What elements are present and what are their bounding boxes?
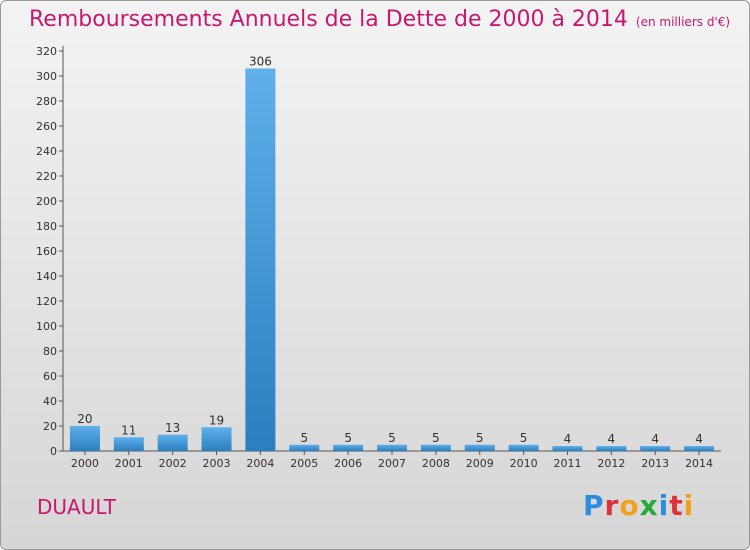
bar [289, 444, 320, 451]
y-tick-label: 160 [36, 245, 57, 258]
bar-value-label: 4 [608, 432, 616, 446]
bar [113, 437, 144, 451]
y-tick-label: 300 [36, 70, 57, 83]
bars: 20 11 13 19 306 5 5 5 5 5 5 4 4 4 4 [69, 55, 715, 451]
bar [420, 444, 451, 451]
chart-title-text: Remboursements Annuels de la Dette de 20… [29, 7, 628, 32]
y-tick-label: 0 [50, 445, 57, 458]
x-tick-label: 2008 [422, 457, 450, 470]
bar-value-label: 4 [695, 432, 703, 446]
x-tick-label: 2003 [203, 457, 231, 470]
bar-value-label: 20 [77, 412, 92, 426]
bar [157, 434, 188, 451]
x-tick-label: 2004 [246, 457, 274, 470]
axes: 0204060801001201401601802002202402602803… [36, 45, 721, 470]
proxiti-logo[interactable]: Proxiti [583, 489, 695, 522]
x-tick-label: 2010 [510, 457, 538, 470]
x-tick-label: 2000 [71, 457, 99, 470]
y-tick-label: 180 [36, 220, 57, 233]
bar [377, 444, 407, 451]
bar-value-label: 5 [520, 431, 528, 445]
y-tick-label: 100 [36, 320, 57, 333]
y-tick-label: 80 [43, 345, 57, 358]
bar-value-label: 5 [432, 431, 440, 445]
bar [201, 427, 232, 451]
y-tick-label: 240 [36, 145, 57, 158]
y-tick-label: 140 [36, 270, 57, 283]
bar-value-label: 11 [121, 423, 136, 437]
bar [333, 444, 364, 451]
x-tick-label: 2005 [290, 457, 318, 470]
y-tick-label: 280 [36, 95, 57, 108]
x-tick-label: 2006 [334, 457, 362, 470]
bar [596, 446, 627, 451]
bar-value-label: 19 [209, 413, 224, 427]
bar [464, 444, 495, 451]
chart-subtitle: (en milliers d'€) [635, 15, 731, 29]
bar-value-label: 5 [300, 431, 308, 445]
bar [552, 446, 583, 451]
bar-value-label: 5 [476, 431, 484, 445]
y-tick-label: 320 [36, 45, 57, 58]
y-tick-label: 200 [36, 195, 57, 208]
bar [640, 446, 671, 451]
bar-value-label: 306 [249, 55, 272, 69]
x-tick-label: 2012 [597, 457, 625, 470]
y-tick-label: 60 [43, 370, 57, 383]
commune-name: DUAULT [37, 495, 116, 519]
chart-title: Remboursements Annuels de la Dette de 20… [29, 7, 730, 32]
y-tick-label: 120 [36, 295, 57, 308]
bar [245, 68, 276, 451]
x-tick-label: 2011 [553, 457, 581, 470]
x-tick-label: 2013 [641, 457, 669, 470]
bar-value-label: 4 [564, 432, 572, 446]
bar [508, 444, 539, 451]
bar-value-label: 13 [165, 421, 180, 435]
y-tick-label: 40 [43, 395, 57, 408]
bar-value-label: 4 [651, 432, 659, 446]
y-tick-label: 220 [36, 170, 57, 183]
y-tick-label: 260 [36, 120, 57, 133]
x-tick-label: 2014 [685, 457, 713, 470]
x-tick-label: 2002 [159, 457, 187, 470]
x-tick-label: 2009 [466, 457, 494, 470]
x-tick-label: 2001 [115, 457, 143, 470]
bar [69, 426, 100, 451]
y-tick-label: 20 [43, 420, 57, 433]
bar-value-label: 5 [388, 431, 396, 445]
bar [684, 446, 715, 451]
x-tick-label: 2007 [378, 457, 406, 470]
bar-value-label: 5 [344, 431, 352, 445]
